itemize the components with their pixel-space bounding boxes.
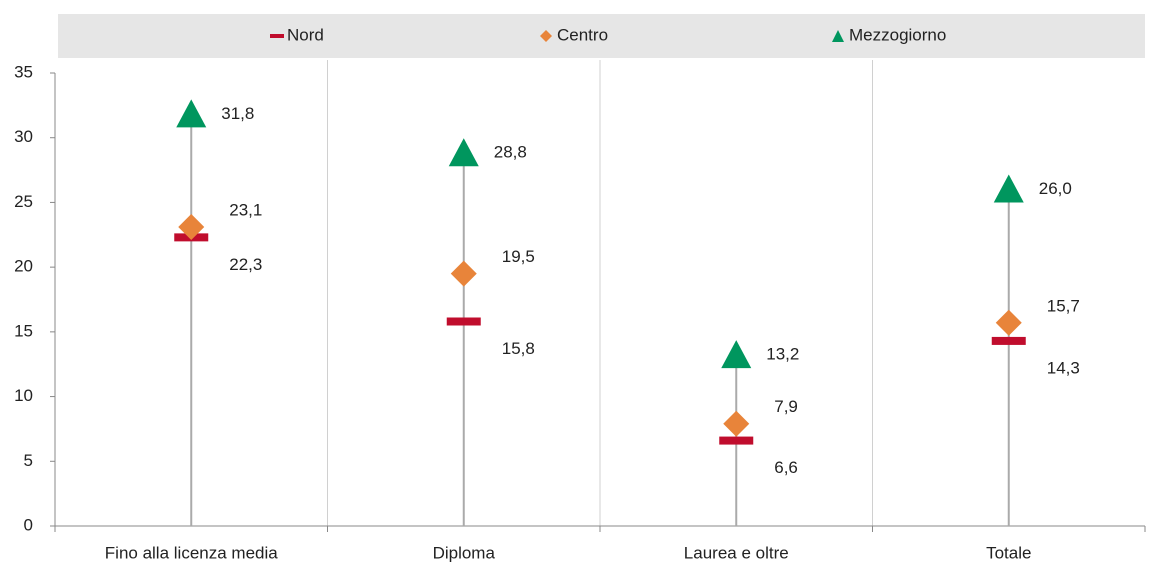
marker-triangle	[176, 99, 207, 128]
marker-triangle	[721, 340, 752, 369]
legend-marker	[832, 30, 844, 42]
x-tick-label: Totale	[986, 543, 1031, 562]
y-tick-label: 10	[14, 386, 33, 405]
marker-dash	[446, 317, 481, 326]
data-label: 13,2	[766, 345, 799, 364]
legend-marker	[540, 30, 552, 42]
x-tick-label: Fino alla licenza media	[105, 543, 278, 562]
data-label: 15,7	[1047, 296, 1080, 315]
y-tick-label: 5	[24, 451, 33, 470]
legend-marker	[270, 34, 284, 38]
data-label: 23,1	[229, 201, 262, 220]
marker-diamond	[450, 260, 477, 287]
data-label: 31,8	[221, 104, 254, 123]
data-label: 15,8	[502, 339, 535, 358]
marker-diamond	[178, 214, 205, 241]
marker-dash	[991, 336, 1026, 345]
y-tick-label: 25	[14, 192, 33, 211]
data-label: 26,0	[1039, 179, 1072, 198]
legend-label: Mezzogiorno	[849, 25, 946, 44]
legend-label: Centro	[557, 25, 608, 44]
y-tick-label: 15	[14, 321, 33, 340]
y-tick-label: 0	[24, 515, 33, 534]
marker-diamond	[723, 410, 750, 437]
y-tick-label: 35	[14, 62, 33, 81]
data-label: 7,9	[774, 397, 798, 416]
data-label: 28,8	[494, 143, 527, 162]
x-tick-label: Diploma	[433, 543, 496, 562]
marker-triangle	[448, 138, 479, 167]
marker-dash	[719, 436, 754, 445]
y-tick-label: 30	[14, 127, 33, 146]
legend-background	[58, 14, 1145, 58]
marker-diamond	[995, 309, 1022, 336]
data-label: 19,5	[502, 247, 535, 266]
data-label: 6,6	[774, 458, 798, 477]
data-label: 22,3	[229, 255, 262, 274]
y-tick-label: 20	[14, 257, 33, 276]
legend-label: Nord	[287, 25, 324, 44]
x-tick-label: Laurea e oltre	[684, 543, 789, 562]
data-label: 14,3	[1047, 358, 1080, 377]
marker-triangle	[993, 174, 1024, 203]
